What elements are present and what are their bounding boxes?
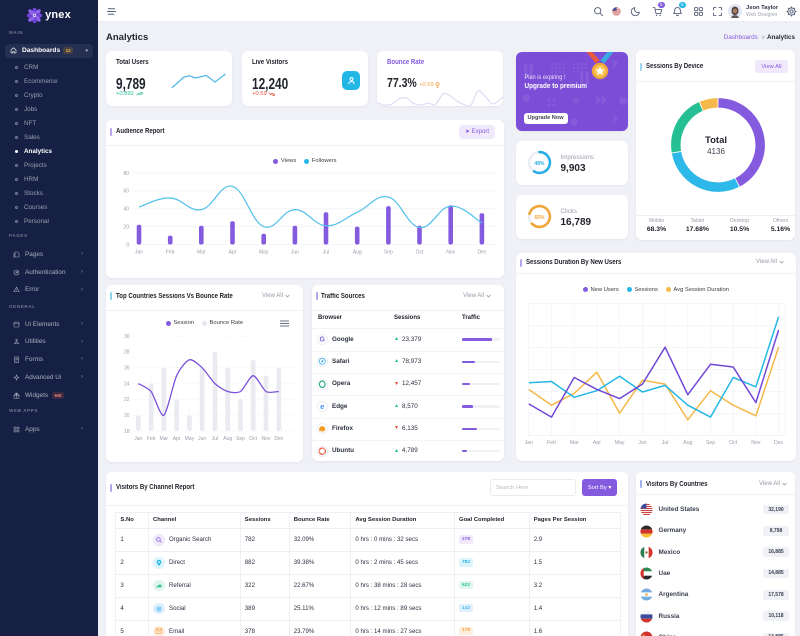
svg-text:Nov: Nov bbox=[446, 250, 455, 256]
svg-text:Oct: Oct bbox=[249, 436, 257, 442]
svg-text:Nov: Nov bbox=[751, 440, 761, 446]
svg-text:Sep: Sep bbox=[236, 436, 245, 442]
svg-text:28: 28 bbox=[124, 350, 130, 356]
svg-text:e: e bbox=[320, 402, 324, 411]
svg-text:Jul: Jul bbox=[212, 436, 218, 442]
svg-text:Feb: Feb bbox=[166, 250, 175, 256]
svg-text:48%: 48% bbox=[534, 161, 545, 167]
svg-text:Apr: Apr bbox=[229, 250, 237, 256]
svg-text:20: 20 bbox=[124, 413, 130, 419]
svg-text:Oct: Oct bbox=[416, 250, 424, 256]
svg-text:24: 24 bbox=[124, 381, 130, 387]
svg-text:Mar: Mar bbox=[197, 250, 206, 256]
svg-text:Jun: Jun bbox=[291, 250, 299, 256]
svg-text:Sep: Sep bbox=[706, 440, 715, 446]
svg-text:Feb: Feb bbox=[547, 440, 556, 446]
svg-text:Feb: Feb bbox=[147, 436, 156, 442]
svg-text:Nov: Nov bbox=[262, 436, 271, 442]
svg-text:26: 26 bbox=[124, 366, 130, 372]
svg-text:May: May bbox=[259, 250, 269, 256]
svg-text:60: 60 bbox=[123, 189, 129, 195]
svg-text:Mar: Mar bbox=[570, 440, 579, 446]
svg-text:Dec: Dec bbox=[274, 436, 283, 442]
svg-text:20: 20 bbox=[123, 224, 129, 230]
svg-text:Sep: Sep bbox=[384, 250, 393, 256]
svg-text:18: 18 bbox=[124, 429, 130, 435]
svg-text:Oct: Oct bbox=[729, 440, 738, 446]
svg-text:Aug: Aug bbox=[683, 440, 692, 446]
svg-text:Aug: Aug bbox=[223, 436, 232, 442]
svg-text:Dec: Dec bbox=[774, 440, 784, 446]
svg-text:Mar: Mar bbox=[159, 436, 168, 442]
svg-text:80: 80 bbox=[123, 171, 129, 177]
svg-text:30: 30 bbox=[124, 334, 130, 340]
svg-text:Jan: Jan bbox=[525, 440, 533, 446]
svg-text:Jul: Jul bbox=[662, 440, 669, 446]
svg-text:Dec: Dec bbox=[477, 250, 486, 256]
svg-text:65%: 65% bbox=[534, 215, 545, 221]
svg-text:May: May bbox=[615, 440, 625, 446]
svg-text:40: 40 bbox=[123, 207, 129, 213]
svg-text:Plan is expiring !: Plan is expiring ! bbox=[524, 75, 565, 81]
svg-text:Jan: Jan bbox=[135, 250, 143, 256]
svg-text:May: May bbox=[185, 436, 195, 442]
svg-text:Apr: Apr bbox=[173, 436, 181, 442]
svg-text:Jun: Jun bbox=[198, 436, 206, 442]
svg-text:Aug: Aug bbox=[353, 250, 362, 256]
svg-text:Upgrade to premium: Upgrade to premium bbox=[524, 81, 587, 90]
svg-text:0: 0 bbox=[126, 242, 129, 248]
svg-text:Apr: Apr bbox=[593, 440, 601, 446]
svg-text:22: 22 bbox=[124, 397, 130, 403]
svg-text:Jun: Jun bbox=[638, 440, 646, 446]
svg-text:G: G bbox=[319, 337, 324, 344]
svg-text:Jul: Jul bbox=[323, 250, 329, 256]
svg-text:Jan: Jan bbox=[134, 436, 142, 442]
